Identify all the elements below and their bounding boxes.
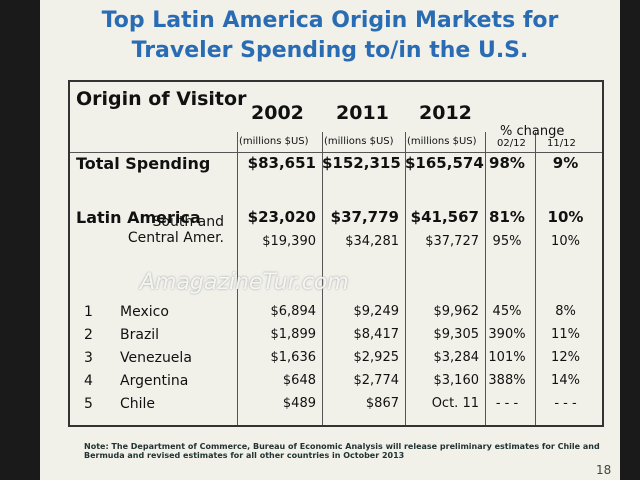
row-label: Total Spending xyxy=(76,154,211,173)
note: Note: The Department of Commerce, Bureau… xyxy=(84,442,600,460)
row-rank: 4 xyxy=(84,373,93,389)
row-rank: 5 xyxy=(84,396,93,412)
value-cell: Oct. 11 xyxy=(431,396,479,411)
period-label: 02/12 xyxy=(497,138,526,149)
row-label: South and Central Amer. xyxy=(127,214,224,246)
row-label: Argentina xyxy=(120,373,189,389)
column-divider xyxy=(322,132,323,425)
unit-label: (millions $US) xyxy=(239,136,309,147)
row-rank: 3 xyxy=(84,350,93,366)
value-cell: $2,774 xyxy=(353,373,400,388)
value-cell: 81% xyxy=(489,208,525,226)
header-cell: 2011 xyxy=(336,102,389,124)
value-cell: $152,315 xyxy=(322,154,401,172)
value-cell: $1,636 xyxy=(270,350,317,365)
value-cell: $6,894 xyxy=(270,304,317,319)
value-cell: $1,899 xyxy=(270,327,317,342)
value-cell: $165,574 xyxy=(405,154,484,172)
value-cell: $41,567 xyxy=(410,208,479,226)
title-line: Top Latin America Origin Markets for xyxy=(101,8,559,33)
unit-label: (millions $US) xyxy=(324,136,394,147)
value-cell: $867 xyxy=(365,396,399,411)
value-cell: 101% xyxy=(488,350,526,365)
unit-label: (millions $US) xyxy=(407,136,477,147)
column-divider xyxy=(237,132,238,425)
value-cell: $19,390 xyxy=(262,234,316,249)
column-divider xyxy=(535,132,536,425)
value-cell: 12% xyxy=(551,350,580,365)
value-cell: $2,925 xyxy=(353,350,400,365)
value-cell: $83,651 xyxy=(247,154,316,172)
value-cell: 9% xyxy=(552,154,579,172)
period-label: 11/12 xyxy=(547,138,576,149)
value-cell: 45% xyxy=(492,304,522,319)
value-cell: 95% xyxy=(492,234,522,249)
value-cell: 14% xyxy=(551,373,580,388)
value-cell: 98% xyxy=(489,154,525,172)
row-label: Latin America xyxy=(76,208,201,227)
value-cell: $9,305 xyxy=(433,327,480,342)
header-cell: Origin of Visitor xyxy=(76,88,247,110)
value-cell: 10% xyxy=(551,234,580,249)
column-divider xyxy=(485,132,486,425)
header-rule xyxy=(70,152,602,153)
value-cell: $3,284 xyxy=(433,350,480,365)
row-rank: 2 xyxy=(84,327,93,343)
slide: Top Latin America Origin Markets for Tra… xyxy=(40,0,620,480)
value-cell: - - - xyxy=(554,396,577,411)
value-cell: $3,160 xyxy=(433,373,480,388)
value-cell: 8% xyxy=(555,304,576,319)
page-number: 18 xyxy=(596,463,612,477)
value-cell: 388% xyxy=(488,373,526,388)
value-cell: - - - xyxy=(495,396,519,411)
value-cell: 390% xyxy=(488,327,526,342)
row-label: Brazil xyxy=(120,327,160,343)
row-label: Chile xyxy=(120,396,156,412)
row-rank: 1 xyxy=(84,304,93,320)
value-cell: $23,020 xyxy=(247,208,316,226)
row-label: Mexico xyxy=(120,304,169,320)
header-cell: % change xyxy=(500,124,565,139)
column-divider xyxy=(405,132,406,425)
table: Origin of Visitor 2002 2011 2012 % change (mi… xyxy=(68,80,604,427)
value-cell: 10% xyxy=(547,208,584,226)
header-cell: 2012 xyxy=(419,102,472,124)
value-cell: $9,249 xyxy=(353,304,400,319)
title-line: Traveler Spending to/in the U.S. xyxy=(131,38,529,63)
header-cell: 2002 xyxy=(251,102,304,124)
value-cell: $37,779 xyxy=(330,208,399,226)
value-cell: $648 xyxy=(282,373,316,388)
watermark: AmagazineTur.com xyxy=(140,270,349,295)
value-cell: $34,281 xyxy=(345,234,399,249)
value-cell: $37,727 xyxy=(425,234,479,249)
value-cell: $8,417 xyxy=(353,327,400,342)
value-cell: 11% xyxy=(551,327,580,342)
row-label: Venezuela xyxy=(120,350,192,366)
value-cell: $9,962 xyxy=(433,304,480,319)
value-cell: $489 xyxy=(282,396,316,411)
